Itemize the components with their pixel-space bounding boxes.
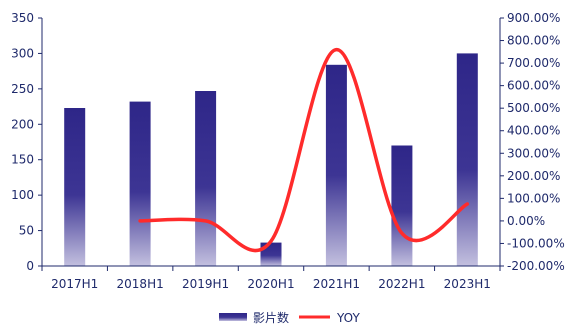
x-tick-label: 2020H1: [247, 277, 294, 291]
bars-layer: [64, 53, 478, 267]
y-right-tick-label: 500.00%: [507, 101, 560, 115]
x-tick-label: 2021H1: [313, 277, 360, 291]
bar-2022H1: [391, 145, 413, 266]
axes-layer: 0 50 100 150 200 250 300 350 -200.00% -100.00% 0.0…: [11, 11, 565, 291]
y-right-tick-label: 200.00%: [507, 169, 560, 183]
x-tick-label: 2022H1: [378, 277, 425, 291]
x-tick-label: 2017H1: [51, 277, 98, 291]
y-left-tick-label: 200: [11, 117, 34, 131]
y-left-tick-label: 50: [19, 224, 34, 238]
yoy-line: [138, 47, 470, 253]
legend-label-yoy: YOY: [336, 311, 360, 325]
y-right-tick-label: 100.00%: [507, 191, 560, 205]
bar-2017H1: [64, 108, 86, 266]
y-right-tick-label: 600.00%: [507, 79, 560, 93]
legend-label-bars: 影片数: [253, 310, 289, 325]
y-right-tick-label: 900.00%: [507, 11, 560, 25]
y-left-tick-label: 100: [11, 188, 34, 202]
x-tick-label: 2019H1: [182, 277, 229, 291]
y-right-tick-label: 0.00%: [507, 214, 545, 228]
y-right-tick-label: 800.00%: [507, 34, 560, 48]
y-right-tick-label: 300.00%: [507, 146, 560, 160]
y-left-tick-label: 150: [11, 153, 34, 167]
bar-2023H1: [456, 53, 478, 267]
y-right-tick-label: 700.00%: [507, 56, 560, 70]
legend-swatch-bars: [219, 313, 247, 321]
y-left-tick-label: 300: [11, 46, 34, 60]
legend: 影片数 YOY: [219, 310, 360, 325]
y-right-tick-label: 400.00%: [507, 124, 560, 138]
bar-2019H1: [195, 91, 217, 266]
y-left-tick-label: 0: [26, 259, 34, 273]
bar-2018H1: [129, 101, 151, 266]
x-tick-label: 2018H1: [117, 277, 164, 291]
x-tick-label: 2023H1: [444, 277, 491, 291]
y-right-tick-label: -200.00%: [507, 259, 565, 273]
yoy-line-layer: [138, 47, 470, 253]
y-left-tick-label: 250: [11, 82, 34, 96]
bar-2021H1: [325, 64, 347, 266]
y-right-tick-label: -100.00%: [507, 236, 565, 250]
y-left-tick-label: 350: [11, 11, 34, 25]
